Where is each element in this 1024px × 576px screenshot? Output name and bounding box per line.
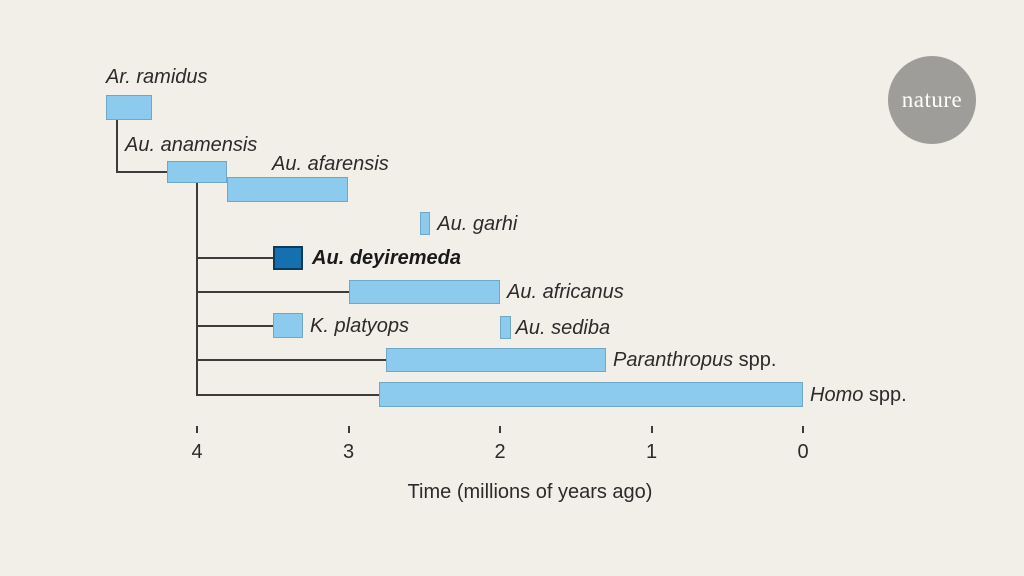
nature-logo: nature (888, 56, 976, 144)
species-bar-paranthropus (386, 348, 607, 372)
species-bar-afarensis (227, 177, 349, 202)
species-bar-homo (378, 382, 803, 407)
species-label-garhi: Au. garhi (437, 213, 517, 235)
species-label-deyiremeda: Au. deyiremeda (312, 247, 461, 269)
tree-branch-horizontal (116, 171, 167, 173)
species-name: Au. africanus (507, 281, 624, 303)
species-name: Au. garhi (437, 212, 518, 235)
species-label-afarensis: Au. afarensis (272, 153, 389, 175)
axis-tick-label: 0 (797, 441, 809, 463)
axis-tick-label: 4 (191, 441, 203, 463)
tree-branch-horizontal (196, 257, 273, 259)
species-name: Ar. ramidus (106, 66, 208, 88)
species-bar-garhi (419, 212, 431, 235)
species-name: Au. deyiremeda (312, 247, 461, 269)
species-name: Au. sediba (515, 316, 611, 339)
axis-tick (347, 426, 350, 433)
species-name-suffix: spp. (733, 349, 777, 371)
tree-branch-vertical (196, 183, 198, 396)
species-name: Paranthropus (613, 349, 734, 371)
axis-tick-label: 2 (494, 441, 506, 463)
species-bar-africanus (348, 280, 500, 304)
axis-tick-label: 3 (342, 441, 355, 463)
species-name: Au. afarensis (272, 153, 389, 175)
tree-branch-horizontal (196, 359, 387, 361)
species-bar-platyops (272, 313, 304, 338)
species-bar-sediba (500, 316, 511, 339)
species-name-suffix: spp. (863, 383, 907, 406)
species-name: K. platyops (310, 314, 409, 337)
axis-tick (802, 426, 804, 433)
axis-tick-label: 1 (645, 441, 658, 463)
species-label-ramidus: Ar. ramidus (106, 66, 208, 88)
tree-branch-vertical (116, 120, 119, 173)
species-bar-ramidus (106, 95, 152, 120)
species-label-africanus: Au. africanus (507, 281, 624, 303)
species-label-sediba: Au. sediba (516, 317, 611, 339)
axis-tick (196, 426, 198, 433)
tree-branch-horizontal (196, 393, 379, 396)
species-label-paranthropus: Paranthropus spp. (613, 349, 776, 371)
tree-branch-horizontal (196, 324, 273, 327)
species-bar-deyiremeda (272, 246, 304, 270)
nature-logo-text: nature (901, 87, 963, 112)
tree-branch-horizontal (196, 291, 349, 293)
species-label-homo: Homo spp. (810, 384, 907, 406)
species-label-anamensis: Au. anamensis (125, 134, 257, 156)
species-name: Homo (810, 383, 864, 406)
axis-tick (499, 426, 501, 433)
axis-tick (650, 426, 653, 433)
x-axis-title: Time (millions of years ago) (407, 481, 653, 503)
species-bar-anamensis (166, 161, 228, 183)
species-name: Au. anamensis (125, 134, 258, 156)
species-label-platyops: K. platyops (310, 315, 409, 337)
